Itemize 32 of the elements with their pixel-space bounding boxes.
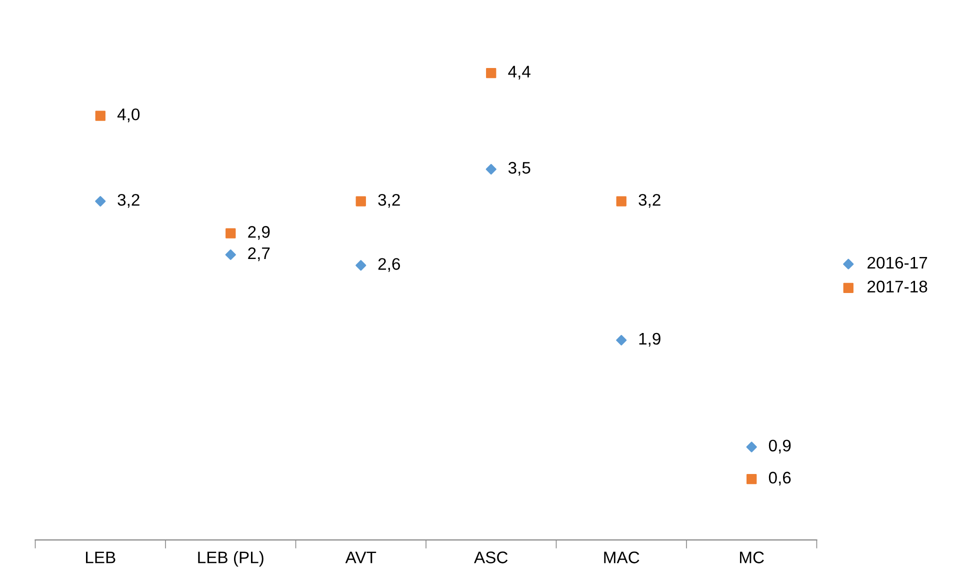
x-tick-label: AVT: [345, 552, 376, 564]
point: [616, 196, 626, 206]
point: [95, 110, 106, 121]
point: [225, 249, 236, 260]
data-label: 1,9: [639, 332, 660, 347]
data-label: 2,6: [378, 258, 400, 272]
x-tick-label: LEB: [86, 552, 116, 564]
point: [486, 68, 496, 78]
data-label: 0,9: [768, 440, 791, 454]
x-tick-label: LEB (PL): [198, 551, 264, 567]
data-label: 3,5: [508, 162, 530, 176]
point: [226, 228, 236, 238]
x-tick-label: ASC: [474, 552, 508, 564]
x-tick-label: MC: [740, 552, 764, 564]
data-label: 4,0: [117, 108, 140, 122]
data-label: 3,2: [638, 194, 660, 208]
legend-label: 2017-18: [868, 280, 928, 292]
data-label: 3,2: [118, 194, 140, 208]
data-label: 2,7: [248, 247, 270, 262]
data-label: 0,6: [768, 472, 791, 486]
data-label: 3,2: [378, 194, 400, 208]
x-tick-label: MAC: [604, 552, 640, 564]
legend-label: 2016-17: [868, 256, 928, 269]
point: [746, 474, 757, 484]
point: [356, 260, 366, 271]
point: [616, 334, 627, 346]
data-label: 4,4: [508, 66, 530, 80]
point: [746, 442, 757, 452]
point: [486, 164, 496, 175]
point: [356, 196, 366, 206]
point: [95, 196, 106, 207]
data-label: 2,9: [248, 226, 270, 240]
